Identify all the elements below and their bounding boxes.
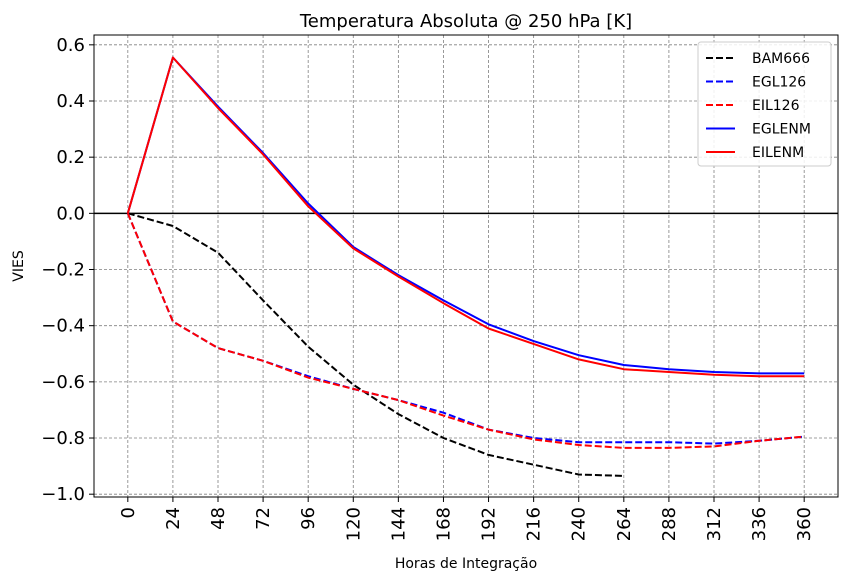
legend-box bbox=[697, 41, 832, 167]
series-line-eil126 bbox=[126, 212, 805, 449]
y-axis-label: VIES bbox=[11, 250, 27, 282]
x-tick-label: 72 bbox=[253, 507, 274, 530]
series-line-egl126 bbox=[126, 212, 805, 445]
legend-label-eglenm: EGLENM bbox=[752, 122, 811, 138]
x-tick-label: 48 bbox=[208, 507, 229, 530]
x-tick-label: 336 bbox=[749, 507, 770, 541]
x-tick-label: 288 bbox=[659, 507, 680, 541]
y-tick-label: 0.0 bbox=[56, 203, 85, 224]
x-tick-label: 240 bbox=[569, 507, 590, 541]
x-axis-label: Horas de Integração bbox=[395, 556, 537, 572]
x-tick-label: 168 bbox=[433, 507, 454, 541]
legend-label-bam666: BAM666 bbox=[752, 51, 810, 67]
x-tick-label: 24 bbox=[163, 507, 184, 530]
y-tick-label: 0.2 bbox=[56, 147, 85, 168]
y-tick-label: 0.6 bbox=[56, 35, 85, 56]
x-tick-label: 312 bbox=[704, 507, 725, 541]
y-tick-label: −1.0 bbox=[41, 484, 85, 505]
x-tick-label: 264 bbox=[614, 507, 635, 541]
y-tick-label: −0.6 bbox=[41, 372, 85, 393]
y-tick-label: 0.4 bbox=[56, 91, 85, 112]
x-tick-label: 144 bbox=[388, 507, 409, 541]
legend-label-egl126: EGL126 bbox=[752, 75, 806, 91]
y-axis: 0.6 0.4 0.2 0.0 −0.2 −0.4 −0.6 −0.8 −1.0 bbox=[41, 35, 94, 505]
x-tick-label: 120 bbox=[343, 507, 364, 541]
x-tick-label: 96 bbox=[298, 507, 319, 530]
x-tick-label: 192 bbox=[479, 507, 500, 541]
x-tick-label: 0 bbox=[118, 507, 139, 518]
series-group bbox=[126, 56, 805, 477]
legend-label-eilenm: EILENM bbox=[752, 145, 804, 161]
y-tick-label: −0.2 bbox=[41, 260, 85, 281]
x-axis: 0 24 48 72 96 120 144 168 192 216 240 264 288 312 336 3… bbox=[118, 497, 815, 541]
series-line-eilenm bbox=[126, 56, 805, 378]
plot-frame bbox=[93, 34, 839, 498]
y-tick-label: −0.4 bbox=[41, 316, 85, 337]
legend: BAM666 EGL126 EIL126 EGLENM EILENM bbox=[697, 41, 832, 167]
y-tick-label: −0.8 bbox=[41, 428, 85, 449]
legend-label-eil126: EIL126 bbox=[752, 98, 800, 114]
x-tick-label: 216 bbox=[524, 507, 545, 541]
x-tick-label: 360 bbox=[794, 507, 815, 541]
series-line-bam666 bbox=[127, 212, 624, 477]
chart-title: Temperatura Absoluta @ 250 hPa [K] bbox=[299, 11, 632, 32]
